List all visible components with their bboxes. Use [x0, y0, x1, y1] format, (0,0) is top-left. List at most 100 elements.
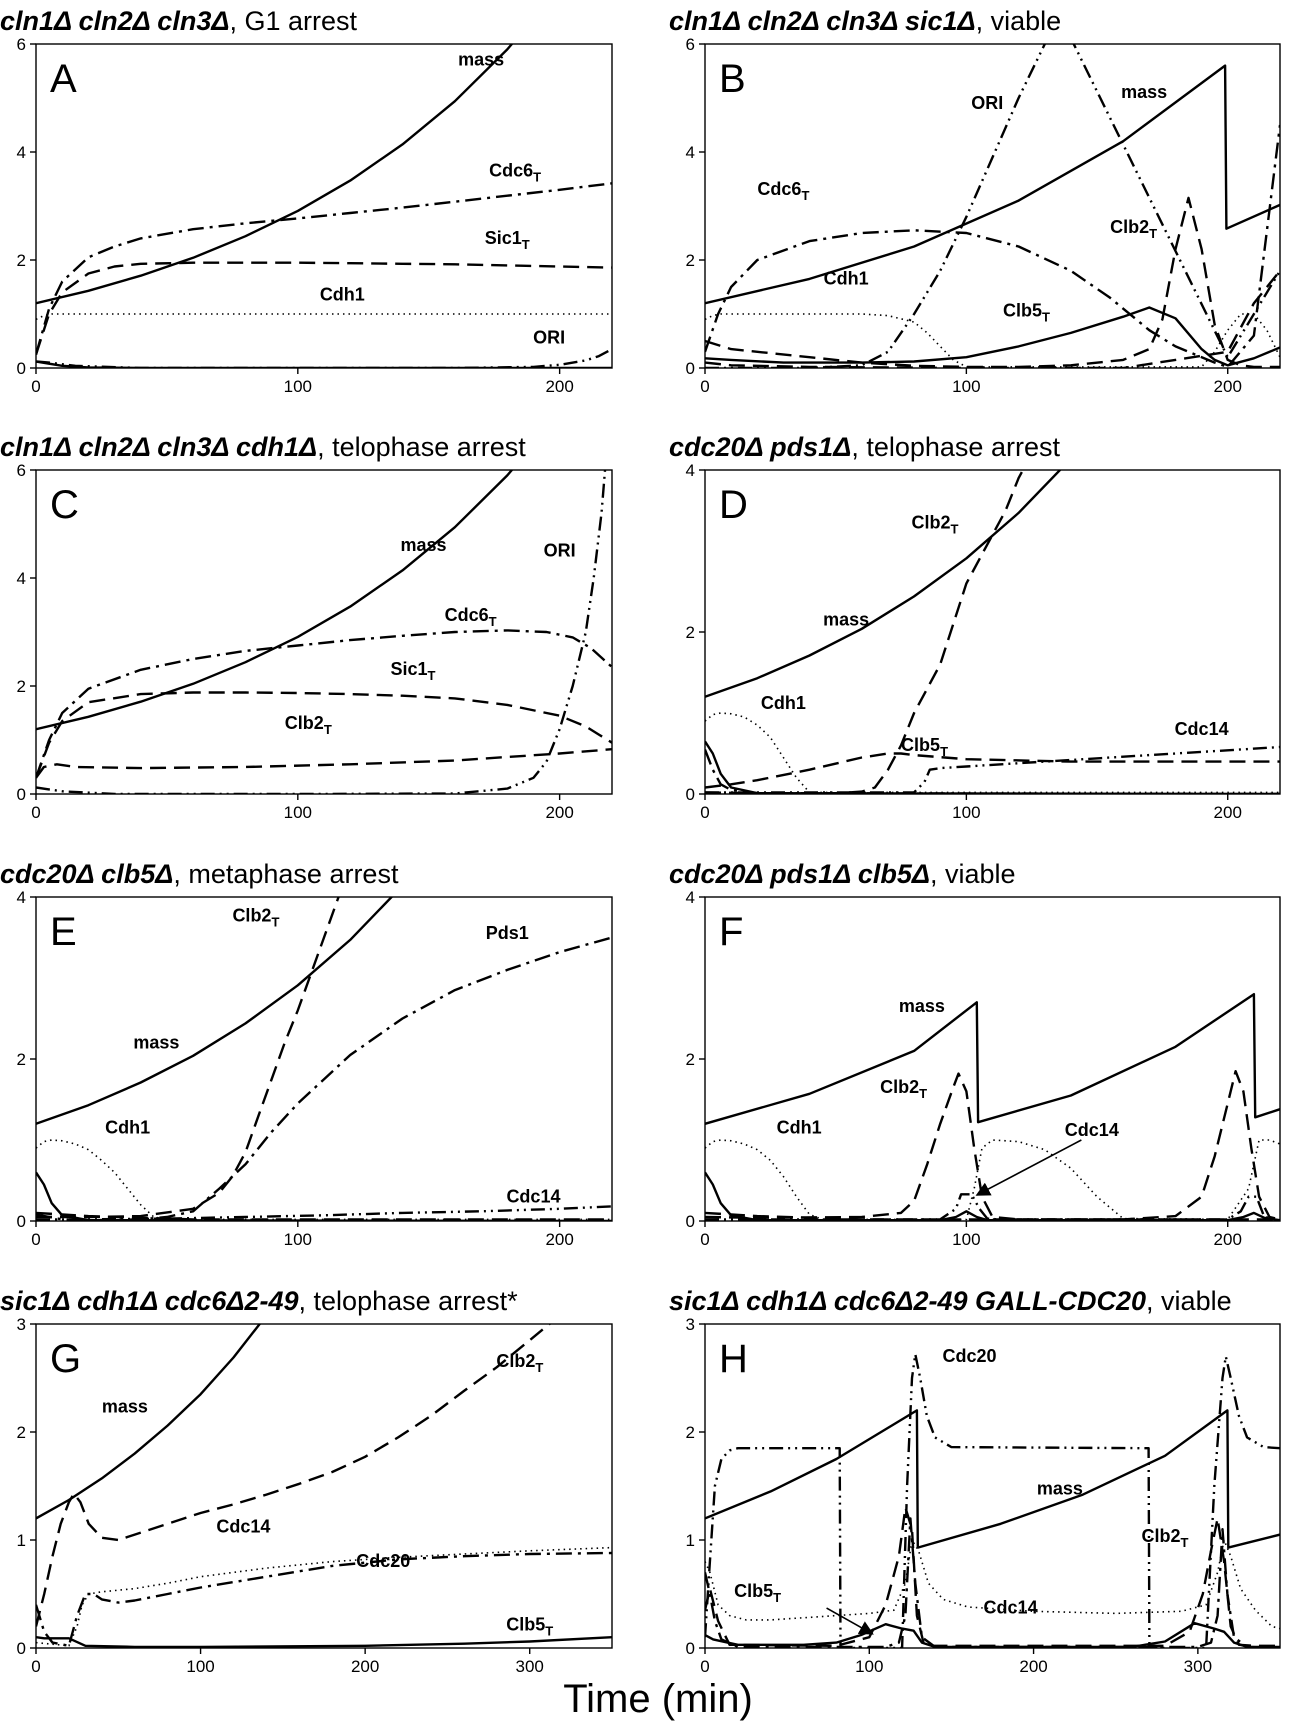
series-label-sic1t: Sic1T [391, 659, 436, 683]
series-line-mass [705, 64, 1280, 305]
label-subscript: T [489, 614, 497, 629]
label-main: Clb5 [506, 1615, 545, 1635]
y-tick-label: 2 [17, 1423, 26, 1442]
series-line-mass [705, 993, 1280, 1125]
series-layer [705, 1353, 1280, 1648]
label-main: Cdh1 [777, 1118, 822, 1138]
label-main: Cdc6 [489, 160, 533, 180]
series-label-cdc14: Cdc14 [506, 1186, 560, 1206]
series-line-mass [705, 1409, 1280, 1549]
label-subscript: T [773, 1590, 781, 1605]
series-label-mass: mass [899, 996, 945, 1016]
x-tick-label: 0 [31, 377, 40, 396]
x-tick-label: 200 [1214, 377, 1242, 396]
x-tick-label: 200 [545, 1230, 573, 1249]
y-tick-label: 4 [17, 143, 26, 162]
series-line-cdc14 [705, 1193, 1280, 1221]
series-line-clb2t [36, 897, 340, 1219]
y-tick-label: 0 [17, 1212, 26, 1231]
series-label-clb5t: Clb5T [901, 735, 948, 759]
x-tick-label: 100 [186, 1657, 214, 1676]
series-line-unlabeled-6 [36, 1211, 612, 1221]
y-tick-label: 1 [17, 1531, 26, 1550]
panel-letter: F [719, 910, 743, 954]
y-tick-label: 2 [686, 623, 695, 642]
label-subscript: T [533, 169, 541, 184]
panel-title: cdc20Δ pds1Δ clb5Δ, viable [669, 859, 1016, 889]
panel-e: cdc20Δ clb5Δ, metaphase arrest 0 2 4 0 100 200… [0, 859, 613, 1249]
series-label-cdc14: Cdc14 [216, 1516, 270, 1536]
series-line-unlabeled-5 [36, 360, 612, 368]
series-label-cdc20: Cdc20 [942, 1346, 996, 1366]
panel-letter: C [50, 483, 79, 527]
y-tick-label: 4 [686, 143, 695, 162]
label-main: mass [823, 610, 869, 630]
label-subscript: T [522, 237, 530, 252]
x-tick-label: 0 [31, 1230, 40, 1249]
x-tick-label: 200 [1214, 1230, 1242, 1249]
label-main: mass [133, 1032, 179, 1052]
series-line-clb5t [705, 306, 1280, 367]
label-main: Cdc6 [757, 179, 801, 199]
y-tick-label: 2 [17, 251, 26, 270]
panel-letter: D [719, 483, 748, 527]
phenotype-text: , viable [976, 6, 1062, 36]
label-main: Clb5 [901, 735, 940, 755]
genotype-text: sic1Δ cdh1Δ cdc6Δ2-49 GALL-CDC20 [669, 1286, 1146, 1316]
genotype-text: cdc20Δ clb5Δ [0, 859, 173, 889]
series-line-unlabeled-6 [705, 270, 1280, 368]
series-label-ori: ORI [971, 93, 1003, 113]
label-main: Clb2 [285, 713, 324, 733]
series-label-ori: ORI [533, 328, 565, 348]
series-line-ori [705, 44, 1280, 368]
label-main: Cdh1 [824, 268, 869, 288]
label-main: mass [899, 996, 945, 1016]
label-subscript: T [545, 1624, 553, 1639]
series-label-cdh1: Cdh1 [320, 285, 365, 305]
series-label-cdc6t: Cdc6T [445, 605, 497, 629]
label-main: Cdc14 [1175, 719, 1229, 739]
y-tick-label: 2 [686, 1423, 695, 1442]
label-main: Pds1 [486, 923, 529, 943]
x-tick-label: 0 [31, 803, 40, 822]
plot-frame [704, 43, 1281, 369]
y-tick-label: 0 [686, 785, 695, 804]
series-label-cdc20: Cdc20 [356, 1551, 410, 1571]
x-tick-label: 200 [545, 803, 573, 822]
series-label-clb2t: Clb2T [880, 1077, 927, 1101]
label-main: Clb2 [1142, 1526, 1181, 1546]
series-label-mass: mass [133, 1032, 179, 1052]
panel-title: sic1Δ cdh1Δ cdc6Δ2-49 GALL-CDC20, viable [669, 1286, 1232, 1316]
series-label-cdc6t: Cdc6T [757, 179, 809, 203]
series-layer [36, 897, 612, 1221]
series-label-mass: mass [823, 610, 869, 630]
label-main: Cdc6 [445, 605, 489, 625]
label-main: Cdc20 [356, 1551, 410, 1571]
plot-frame [704, 1323, 1281, 1649]
genotype-text: cdc20Δ pds1Δ [669, 432, 851, 462]
label-main: Clb5 [734, 1581, 773, 1601]
label-subscript: T [801, 188, 809, 203]
label-main: Cdh1 [320, 285, 365, 305]
label-subscript: T [1181, 1535, 1189, 1550]
label-main: Cdc14 [216, 1516, 270, 1536]
series-line-clb5t [705, 752, 1280, 789]
series-line-clb2t [705, 1070, 1280, 1221]
x-tick-label: 100 [952, 803, 980, 822]
panel-g: sic1Δ cdh1Δ cdc6Δ2-49, telophase arrest*… [0, 1286, 613, 1676]
series-label-cdh1: Cdh1 [761, 693, 806, 713]
panel-title: cln1Δ cln2Δ cln3Δ cdh1Δ, telophase arres… [0, 432, 526, 462]
series-line-mass [705, 470, 1062, 698]
label-main: Clb2 [880, 1077, 919, 1097]
y-tick-label: 4 [17, 569, 26, 588]
y-tick-label: 0 [17, 1639, 26, 1658]
x-tick-label: 100 [952, 1230, 980, 1249]
panel-letter: H [719, 1337, 748, 1381]
phenotype-text: , telophase arrest* [299, 1286, 519, 1316]
series-line-cdh1 [36, 1139, 612, 1221]
series-label-mass: mass [400, 535, 446, 555]
annotation-arrow [826, 1607, 874, 1635]
phenotype-text: , G1 arrest [229, 6, 357, 36]
label-subscript: T [1149, 226, 1157, 241]
